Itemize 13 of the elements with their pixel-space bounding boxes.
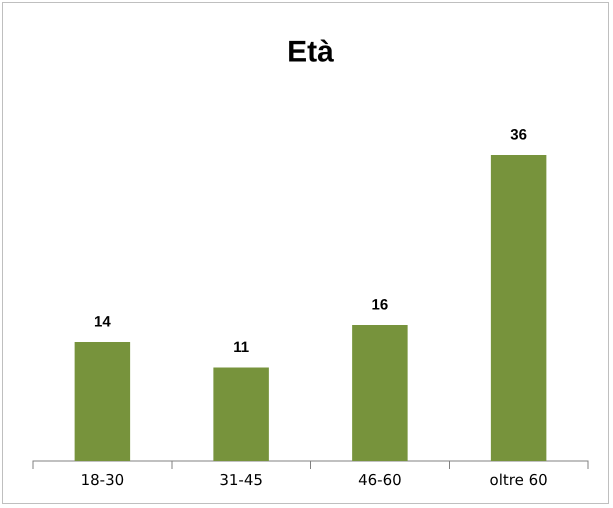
data-label: 11 xyxy=(233,339,250,356)
chart-title: Età xyxy=(287,35,334,68)
x-tick-label: 46-60 xyxy=(358,470,402,489)
x-tick-label: 31-45 xyxy=(219,470,263,489)
x-tick-label: oltre 60 xyxy=(490,470,548,489)
data-label: 36 xyxy=(510,126,527,144)
data-label: 14 xyxy=(94,314,112,331)
bar xyxy=(213,368,269,461)
bar xyxy=(352,325,408,461)
x-tick-label: 18-30 xyxy=(80,470,124,489)
bar xyxy=(490,155,546,461)
bar xyxy=(74,342,130,461)
data-label: 16 xyxy=(372,296,388,314)
